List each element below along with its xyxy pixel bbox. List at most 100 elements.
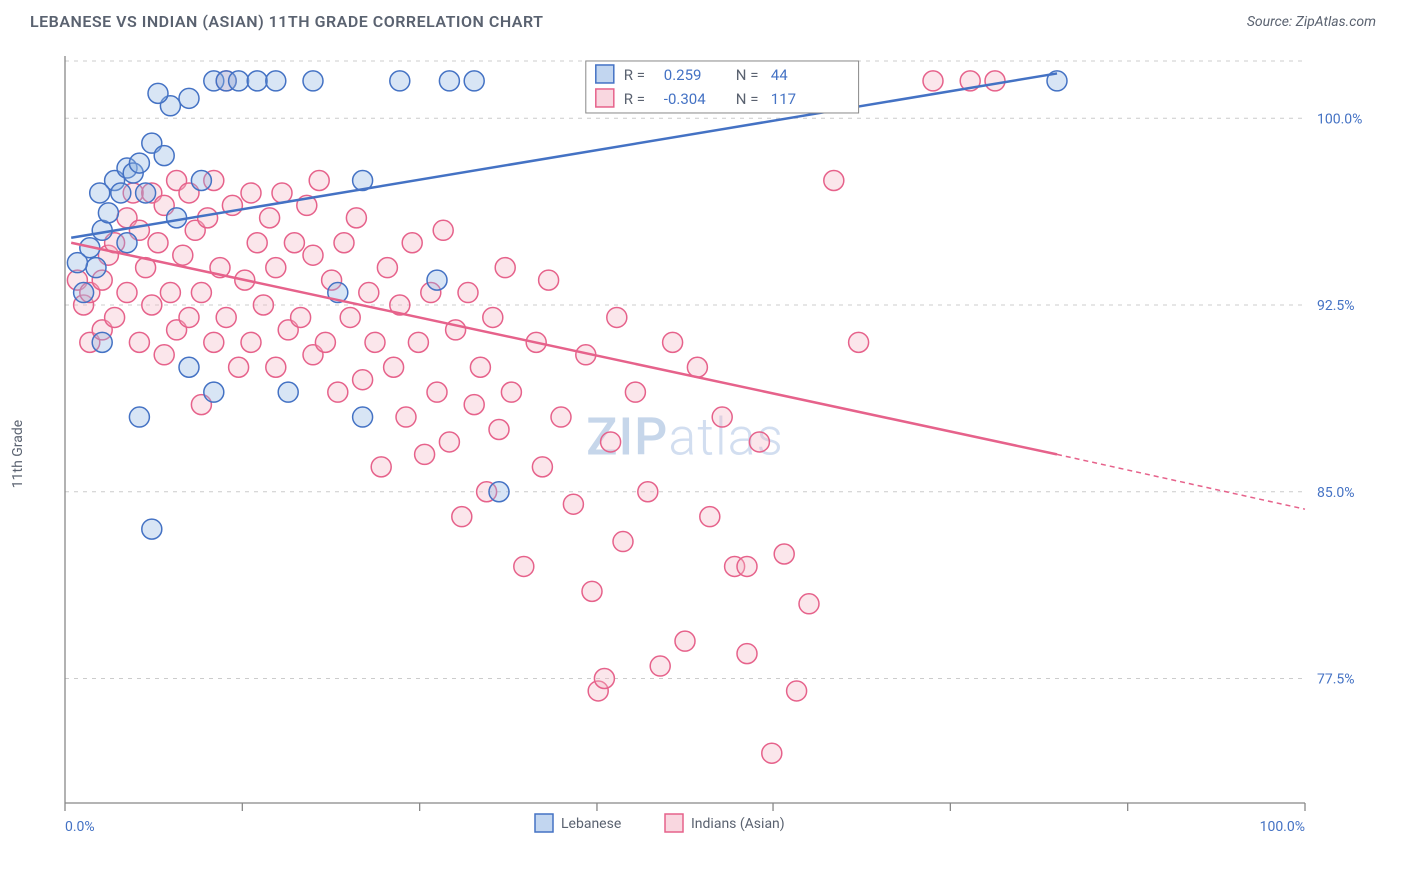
data-point <box>712 407 732 427</box>
data-point <box>179 307 199 327</box>
data-point <box>272 183 292 203</box>
data-point <box>160 283 180 303</box>
data-point <box>439 71 459 91</box>
data-point <box>563 494 583 514</box>
trend-line-extrapolated <box>1057 454 1305 509</box>
data-point <box>774 544 794 564</box>
data-point <box>179 88 199 108</box>
data-point <box>675 631 695 651</box>
legend-swatch <box>596 65 614 83</box>
data-point <box>334 233 354 253</box>
data-point <box>198 208 218 228</box>
data-point <box>90 183 110 203</box>
data-point <box>67 253 87 273</box>
data-point <box>365 332 385 352</box>
legend-label: Lebanese <box>561 816 621 832</box>
y-tick-label: 85.0% <box>1317 485 1355 501</box>
data-point <box>191 171 211 191</box>
x-tick-label: 0.0% <box>65 819 95 835</box>
data-point <box>384 357 404 377</box>
data-point <box>241 332 261 352</box>
data-point <box>607 307 627 327</box>
data-point <box>309 171 329 191</box>
data-point <box>266 357 286 377</box>
data-point <box>427 382 447 402</box>
data-point <box>191 283 211 303</box>
data-point <box>985 71 1005 91</box>
data-point <box>539 270 559 290</box>
data-point <box>111 183 131 203</box>
data-point <box>353 407 373 427</box>
data-point <box>638 482 658 502</box>
data-point <box>229 71 249 91</box>
data-point <box>849 332 869 352</box>
data-point <box>284 233 304 253</box>
data-point <box>408 332 428 352</box>
data-point <box>749 432 769 452</box>
data-point <box>291 307 311 327</box>
data-point <box>179 357 199 377</box>
data-point <box>266 71 286 91</box>
y-tick-label: 92.5% <box>1317 298 1355 314</box>
data-point <box>495 258 515 278</box>
stat-r-value: 0.259 <box>664 66 702 84</box>
data-point <box>551 407 571 427</box>
data-point <box>98 203 118 223</box>
data-point <box>923 71 943 91</box>
data-point <box>253 295 273 315</box>
data-point <box>129 407 149 427</box>
data-point <box>247 71 267 91</box>
data-point <box>154 345 174 365</box>
y-axis-label: 11th Grade <box>10 420 26 488</box>
data-point <box>346 208 366 228</box>
data-point <box>247 233 267 253</box>
scatter-chart: ZIPatlas0.0%100.0%77.5%85.0%92.5%100.0%R… <box>60 48 1380 828</box>
data-point <box>105 307 125 327</box>
data-point <box>458 283 478 303</box>
chart-title: LEBANESE VS INDIAN (ASIAN) 11TH GRADE CO… <box>30 12 543 31</box>
data-point <box>799 594 819 614</box>
data-point <box>663 332 683 352</box>
data-point <box>625 382 645 402</box>
data-point <box>737 556 757 576</box>
data-point <box>464 71 484 91</box>
data-point <box>787 681 807 701</box>
source-label: Source: ZipAtlas.com <box>1247 14 1376 30</box>
data-point <box>117 233 137 253</box>
data-point <box>601 432 621 452</box>
data-point <box>328 382 348 402</box>
data-point <box>74 283 94 303</box>
data-point <box>340 307 360 327</box>
data-point <box>129 332 149 352</box>
data-point <box>241 183 261 203</box>
data-point <box>396 407 416 427</box>
data-point <box>737 644 757 664</box>
data-point <box>86 258 106 278</box>
stat-r-label: R = <box>624 90 645 108</box>
data-point <box>489 420 509 440</box>
data-point <box>173 245 193 265</box>
data-point <box>594 669 614 689</box>
data-point <box>117 283 137 303</box>
data-point <box>613 532 633 552</box>
data-point <box>700 507 720 527</box>
data-point <box>129 153 149 173</box>
data-point <box>470 357 490 377</box>
data-point <box>452 507 472 527</box>
data-point <box>582 581 602 601</box>
x-tick-label: 100.0% <box>1260 819 1305 835</box>
stat-n-label: N = <box>736 90 759 108</box>
data-point <box>303 245 323 265</box>
data-point <box>464 395 484 415</box>
data-point <box>142 295 162 315</box>
stat-r-value: -0.304 <box>664 90 706 108</box>
data-point <box>532 457 552 477</box>
y-tick-label: 100.0% <box>1317 111 1362 127</box>
legend-swatch <box>596 89 614 107</box>
data-point <box>415 444 435 464</box>
data-point <box>687 357 707 377</box>
data-point <box>229 357 249 377</box>
data-point <box>489 482 509 502</box>
data-point <box>824 171 844 191</box>
data-point <box>439 432 459 452</box>
